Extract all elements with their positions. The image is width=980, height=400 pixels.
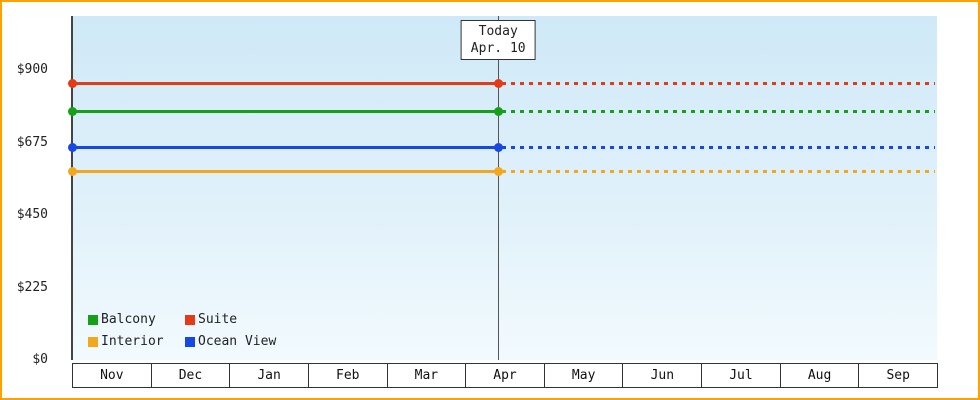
legend-row: Balcony Suite (88, 312, 318, 327)
x-month-label: Jul (701, 363, 781, 388)
y-tick-label: $900 (16, 62, 48, 78)
legend-item-ocean-view: Ocean View (185, 334, 282, 349)
x-axis-month-row: Nov Dec Jan Feb Mar Apr May Jun Jul Aug Sep (72, 363, 939, 388)
legend-label: Balcony (101, 312, 156, 327)
series-line-dotted-balcony (502, 109, 935, 113)
x-month-label: Nov (72, 363, 152, 388)
series-line-solid-balcony (72, 109, 499, 113)
series-marker-suite (67, 79, 77, 89)
series-line-dotted-interior (502, 170, 935, 174)
legend-row: Interior Ocean View (88, 334, 318, 349)
series-marker-ocean-view (493, 142, 503, 152)
legend-swatch-icon (185, 314, 195, 325)
series-marker-interior (493, 167, 503, 177)
x-month-label: Sep (858, 363, 939, 388)
y-tick-label: $450 (16, 207, 48, 223)
x-month-label: Mar (386, 363, 467, 388)
x-month-label: May (543, 363, 624, 388)
today-label-line2: Apr. 10 (470, 41, 526, 56)
x-month-label: Jun (622, 363, 703, 388)
plot-area (72, 16, 937, 360)
legend-label: Ocean View (198, 334, 277, 349)
series-marker-ocean-view (67, 142, 77, 152)
x-month-label: Aug (779, 363, 860, 388)
legend-swatch-icon (88, 336, 98, 347)
legend-swatch-icon (88, 314, 98, 325)
series-line-solid-interior (72, 170, 499, 174)
legend: Balcony Suite Interior Ocean View (88, 312, 318, 356)
series-line-dotted-suite (502, 82, 935, 86)
x-month-label: Feb (307, 363, 388, 388)
series-marker-balcony (67, 106, 77, 116)
legend-item-interior: Interior (88, 334, 185, 349)
y-tick-label: $225 (16, 279, 48, 295)
series-line-dotted-ocean-view (502, 145, 935, 149)
series-marker-balcony (493, 106, 503, 116)
y-axis-line (71, 16, 73, 360)
legend-item-balcony: Balcony (88, 312, 185, 327)
series-line-solid-suite (72, 82, 499, 86)
today-label-box: Today Apr. 10 (460, 20, 536, 60)
legend-label: Interior (101, 334, 164, 349)
legend-swatch-icon (185, 336, 195, 347)
today-vertical-line (497, 16, 499, 360)
x-month-label: Dec (150, 363, 231, 388)
today-label-line1: Today (478, 24, 518, 39)
x-month-label: Jan (229, 363, 309, 388)
series-line-solid-ocean-view (72, 145, 499, 149)
legend-label: Suite (198, 312, 238, 327)
y-tick-label: $675 (16, 134, 48, 150)
y-tick-label: $0 (32, 352, 48, 367)
series-marker-suite (493, 79, 503, 89)
x-month-label: Apr (465, 363, 545, 388)
series-marker-interior (67, 167, 77, 177)
legend-item-suite: Suite (185, 312, 282, 327)
